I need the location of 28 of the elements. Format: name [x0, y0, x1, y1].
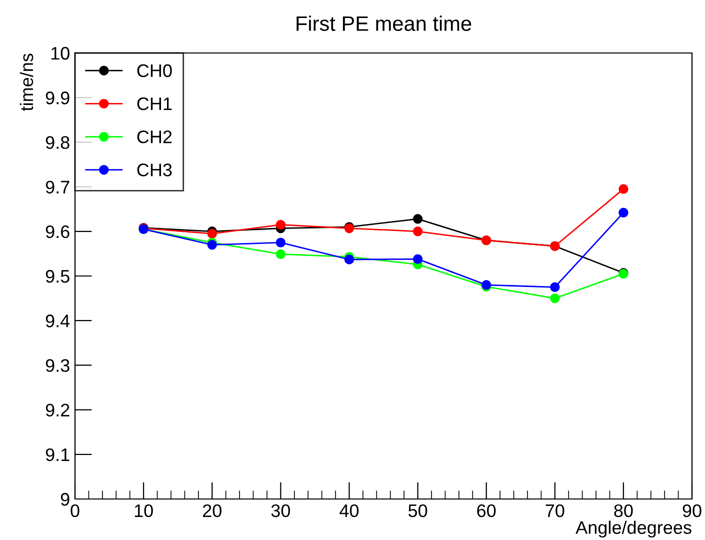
- y-tick-label: 9.1: [46, 448, 70, 462]
- x-tick-label: 10: [134, 504, 153, 518]
- y-tick-label: 9.6: [46, 225, 70, 238]
- y-tick-label: 9.9: [46, 92, 70, 104]
- legend-label: CH3: [137, 164, 172, 176]
- x-tick-label: 60: [477, 504, 496, 518]
- y-tick-label: 9.4: [46, 314, 70, 328]
- y-tick-label: 9.7: [46, 180, 70, 194]
- legend-label: CH1: [137, 97, 172, 110]
- x-tick-label: 80: [614, 504, 633, 518]
- y-axis-title: time/ns: [20, 54, 34, 111]
- y-tick-label: 9.2: [46, 404, 70, 417]
- x-axis-title: Angle/degrees: [576, 520, 692, 538]
- x-tick-label: 20: [202, 504, 222, 518]
- y-tick-label: 9.8: [46, 136, 70, 149]
- y-tick-label: 9.3: [46, 359, 70, 372]
- y-tick-label: 10: [51, 46, 70, 60]
- legend-label: CH2: [137, 130, 172, 144]
- chart-title: First PE mean time: [296, 16, 472, 31]
- x-tick-label: 90: [682, 504, 702, 518]
- x-tick-label: 40: [340, 504, 359, 518]
- x-tick-label: 30: [271, 504, 290, 518]
- x-tick-label: 0: [70, 504, 80, 518]
- x-tick-label: 50: [408, 504, 428, 518]
- x-tick-label: 70: [546, 504, 564, 518]
- y-tick-label: 9.5: [46, 270, 70, 283]
- y-tick-label: 9: [60, 492, 70, 506]
- legend-label: CH0: [137, 64, 172, 78]
